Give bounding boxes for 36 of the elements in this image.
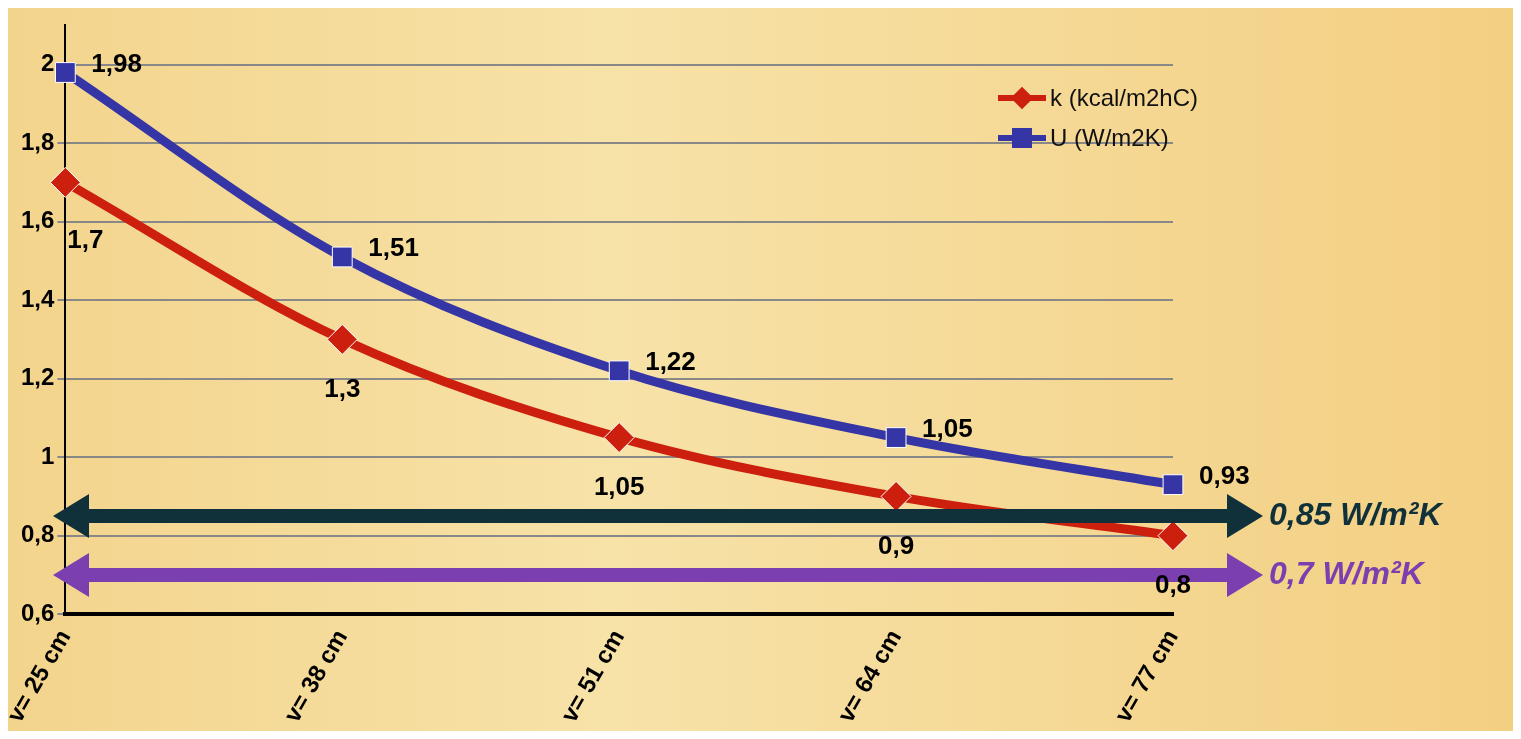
point: [608, 360, 630, 382]
point: [885, 427, 907, 448]
data-label: 0,9: [878, 529, 915, 560]
y-tick-label: 0,6: [20, 598, 55, 626]
x-tick-label: v= 25 cm: [1, 624, 76, 727]
x-tick-label: v= 51 cm: [554, 624, 630, 727]
ref-line-label: 0,85 W/m²K: [1269, 495, 1445, 532]
point: [326, 323, 358, 355]
data-label: 1,05: [593, 470, 645, 501]
point: [331, 246, 353, 268]
point: [603, 422, 635, 454]
legend-label: k (kcal/m2hC): [1050, 84, 1199, 112]
y-tick-label: 1,8: [20, 127, 55, 155]
point: [880, 480, 912, 512]
data-label: 1,22: [645, 346, 696, 376]
point: [1162, 474, 1184, 496]
x-tick-label: v= 64 cm: [831, 624, 907, 727]
y-tick-label: 1,2: [20, 363, 55, 391]
ref-line-label: 0,7 W/m²K: [1269, 554, 1427, 591]
data-label: 0,93: [1199, 459, 1250, 490]
data-label: 1,3: [324, 372, 361, 403]
y-tick-label: 0,8: [20, 520, 55, 548]
legend-label: U (W/m2K): [1050, 124, 1169, 152]
data-label: 1,05: [922, 412, 973, 443]
x-tick-label: v= 38 cm: [277, 624, 353, 727]
y-tick-label: 1,4: [20, 284, 55, 312]
point: [54, 62, 76, 83]
x-tick-label: v= 77 cm: [1108, 624, 1184, 727]
data-label: 1,98: [91, 47, 142, 78]
y-tick-label: 1,6: [20, 206, 55, 234]
y-tick-label: 1: [41, 441, 55, 469]
data-label: 1,51: [368, 232, 419, 263]
y-tick-label: 2: [41, 49, 55, 77]
data-label: 1,7: [67, 223, 104, 254]
point: [1157, 520, 1189, 552]
point: [49, 166, 81, 198]
